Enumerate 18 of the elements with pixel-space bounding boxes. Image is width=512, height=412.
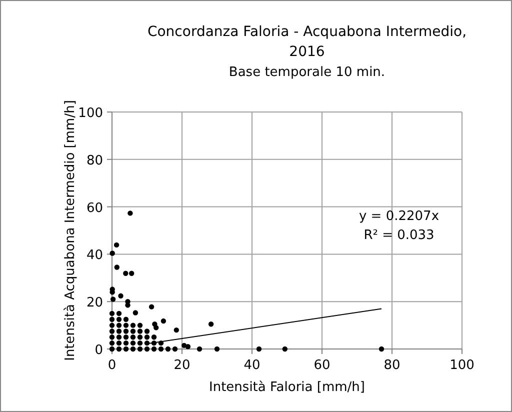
x-tick-label: 0 xyxy=(108,358,116,373)
x-tick-label: 100 xyxy=(450,358,474,373)
annotation: y = 0.2207x xyxy=(358,209,440,224)
x-tick-label: 60 xyxy=(314,358,330,373)
y-tick-label: 40 xyxy=(86,248,103,264)
annotation: R² = 0.033 xyxy=(364,228,434,243)
x-axis-title: Intensità Faloria [mm/h] xyxy=(209,380,365,395)
y-axis-title: Intensità Acquabona Intermedio [mm/h] xyxy=(63,100,78,361)
chart-title: Concordanza Faloria - Acquabona Intermedio, 2016 xyxy=(147,24,467,60)
x-tick-label: 20 xyxy=(174,358,190,373)
y-tick-label: 20 xyxy=(86,296,103,311)
x-tick-label: 40 xyxy=(244,358,260,373)
x-tick-label: 80 xyxy=(384,358,400,373)
y-tick-label: 60 xyxy=(86,200,103,216)
y-tick-label: 0 xyxy=(94,343,103,358)
chart-subtitle: Base temporale 10 min. xyxy=(228,65,386,80)
y-tick-label: 100 xyxy=(78,106,103,121)
y-tick-label: 80 xyxy=(86,153,103,168)
